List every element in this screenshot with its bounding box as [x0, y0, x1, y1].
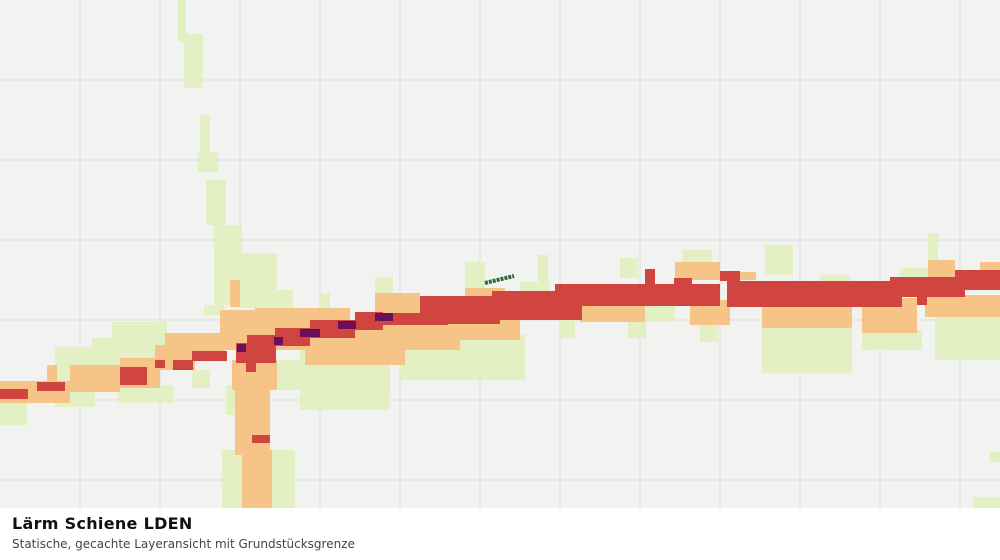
noise-zone-high: [0, 269, 1000, 443]
noise-zone-very-high: [237, 313, 393, 352]
parcel-boundary: [484, 274, 515, 285]
noise-zone-low: [0, 0, 1000, 508]
layer-title: Lärm Schiene LDEN: [12, 514, 193, 533]
layer-subtitle: Statische, gecachte Layeransicht mit Gru…: [12, 537, 355, 551]
caption-panel: Lärm Schiene LDEN Statische, gecachte La…: [0, 508, 1000, 560]
